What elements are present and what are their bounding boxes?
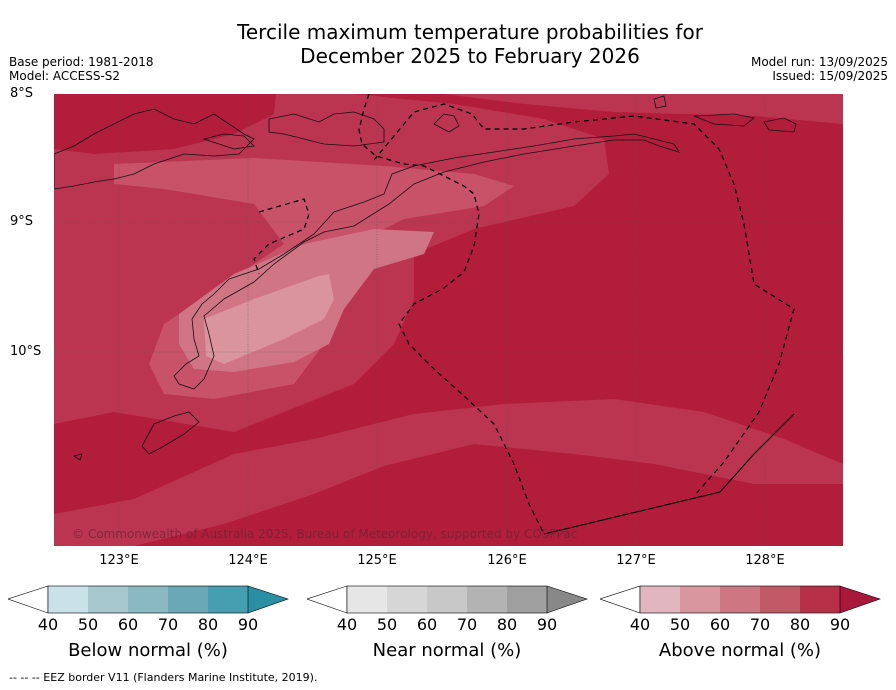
cbar-above-seg-4 (760, 586, 800, 613)
cbar-above-seg-2 (680, 586, 720, 613)
cbar-near-tick-60: 60 (416, 615, 438, 634)
model-run: Model run: 13/09/2025 (750, 55, 888, 69)
cbar-below-seg-2 (88, 586, 128, 613)
coastline-romang (653, 95, 667, 109)
zone-p50 (204, 274, 334, 364)
cbar-near-tick-90: 90 (536, 615, 558, 634)
lon-label-123e: 123°E (99, 553, 139, 568)
coastline-wetar (693, 113, 755, 127)
cbar-near-seg-3 (427, 586, 467, 613)
coastlines (54, 95, 797, 461)
chart-title: Tercile maximum temperature probabilitie… (0, 20, 896, 68)
cbar-above-tick-50: 50 (669, 615, 691, 634)
cbar-below-tick-80: 80 (197, 615, 219, 634)
cbar-above-seg-5 (800, 586, 840, 613)
base-period: Base period: 1981-2018 (9, 55, 154, 69)
meta-right: Model run: 13/09/2025 Issued: 15/09/2025 (751, 55, 888, 83)
coastline-savu-small (73, 453, 83, 461)
cbar-near-title: Near normal (%) (372, 640, 522, 661)
cbar-near-tick-40: 40 (336, 615, 358, 634)
cbar-below-seg-5 (208, 586, 248, 613)
coastline-atauro (433, 113, 460, 133)
lat-label-10s: 10°S (10, 344, 42, 359)
cbar-below-tick-90: 90 (237, 615, 259, 634)
coastline-east-wetar (763, 117, 797, 133)
issued-date: Issued: 15/09/2025 (772, 69, 888, 83)
cbar-near-seg-5 (507, 586, 547, 613)
title-line-2: December 2025 to February 2026 (300, 44, 640, 68)
cbar-near-seg-4 (467, 586, 507, 613)
eez-border-solid (543, 413, 795, 535)
cbar-above-tick-60: 60 (709, 615, 731, 634)
cbar-below-tick-50: 50 (77, 615, 99, 634)
cbar-below-over (248, 586, 288, 613)
cbar-near-seg-1 (347, 586, 387, 613)
lat-label-8s: 8°S (10, 86, 34, 101)
cbar-above-seg-1 (640, 586, 680, 613)
eez-border-dashed (358, 94, 545, 535)
lon-label-126e: 126°E (487, 553, 527, 568)
model-name: Model: ACCESS-S2 (9, 69, 121, 83)
coastline-alor (268, 111, 385, 147)
cbar-below-tick-40: 40 (37, 615, 59, 634)
cbar-near-seg-2 (387, 586, 427, 613)
cbar-below-title: Below normal (%) (68, 640, 228, 661)
cbar-below-seg-1 (48, 586, 88, 613)
title-line-1: Tercile maximum temperature probabilitie… (237, 20, 703, 44)
colorbar-below-normal (8, 585, 289, 614)
cbar-below-tick-70: 70 (157, 615, 179, 634)
lon-label-128e: 128°E (745, 553, 785, 568)
cbar-below-under (8, 585, 49, 614)
lon-label-124e: 124°E (228, 553, 268, 568)
colorbar-near-normal (307, 585, 588, 614)
lat-label-9s: 9°S (10, 214, 34, 229)
cbar-near-tick-70: 70 (456, 615, 478, 634)
cbar-near-tick-50: 50 (376, 615, 398, 634)
cbar-above-title: Above normal (%) (658, 640, 822, 661)
copyright-notice: © Commonwealth of Australia 2025, Bureau… (72, 527, 578, 541)
cbar-above-under (600, 585, 641, 614)
zone-p80-south (54, 399, 843, 546)
cbar-above-tick-40: 40 (629, 615, 651, 634)
cbar-near-over (547, 586, 587, 613)
eez-border-dashed-west (253, 198, 310, 275)
coastline-rote (141, 411, 200, 455)
cbar-above-tick-80: 80 (789, 615, 811, 634)
cbar-above-over (840, 586, 880, 613)
probability-map[interactable] (54, 94, 843, 546)
cbar-above-tick-70: 70 (749, 615, 771, 634)
cbar-below-seg-4 (168, 586, 208, 613)
colorbar-above-normal (600, 585, 881, 614)
cbar-near-under (307, 585, 348, 614)
meta-left: Base period: 1981-2018 Model: ACCESS-S2 (9, 55, 154, 83)
cbar-below-tick-60: 60 (117, 615, 139, 634)
cbar-near-tick-80: 80 (496, 615, 518, 634)
gridlines (54, 94, 843, 546)
lon-label-127e: 127°E (616, 553, 656, 568)
eez-footnote: -- -- -- EEZ border V11 (Flanders Marine… (9, 671, 318, 684)
zone-p80-ne (444, 94, 843, 124)
cbar-above-tick-90: 90 (829, 615, 851, 634)
cbar-above-seg-3 (720, 586, 760, 613)
coastline-timor (173, 133, 680, 390)
coastline-flores-east (54, 108, 255, 190)
eez-border-dashed-east (373, 103, 795, 497)
cbar-below-seg-3 (128, 586, 168, 613)
lon-label-125e: 125°E (357, 553, 397, 568)
coastline-solor (202, 133, 255, 150)
